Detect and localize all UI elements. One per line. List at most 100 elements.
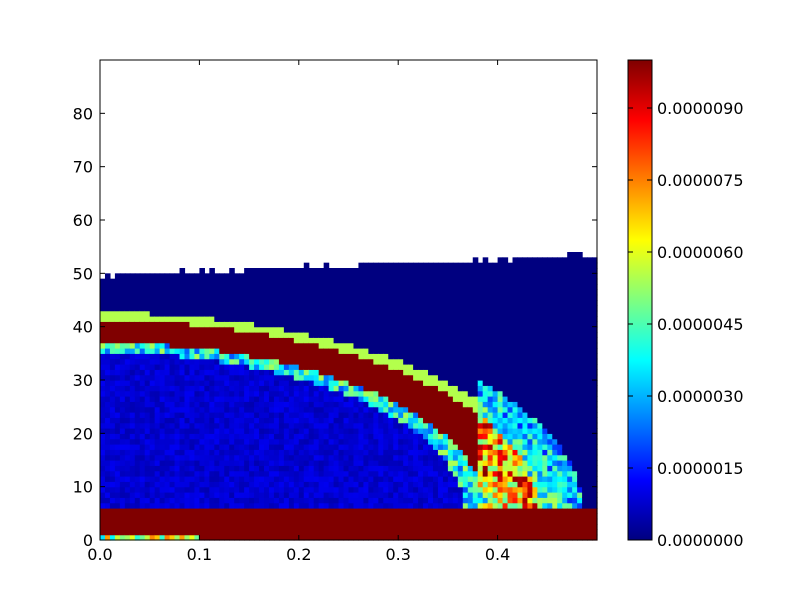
- heatmap-cell: [482, 492, 489, 498]
- heatmap-cell: [114, 310, 121, 317]
- heatmap-cell: [348, 492, 355, 498]
- heatmap-cell: [358, 401, 365, 408]
- heatmap-cell: [114, 305, 121, 312]
- heatmap-cell: [408, 321, 414, 328]
- heatmap-cell: [413, 262, 419, 269]
- heatmap-cell: [239, 465, 245, 472]
- heatmap-cell: [129, 524, 136, 530]
- heatmap-cell: [194, 497, 200, 504]
- heatmap-cell: [472, 342, 479, 349]
- heatmap-cell: [537, 518, 543, 525]
- heatmap-cell: [219, 310, 225, 317]
- heatmap-cell: [139, 385, 146, 392]
- heatmap-cell: [477, 513, 484, 520]
- heatmap-cell: [268, 534, 275, 541]
- heatmap-cell: [303, 444, 310, 450]
- heatmap-cell: [527, 300, 533, 306]
- heatmap-cell: [408, 444, 414, 450]
- heatmap-cell: [532, 513, 538, 520]
- heatmap-cell: [134, 289, 141, 296]
- heatmap-cell: [268, 508, 275, 514]
- heatmap-cell: [492, 273, 499, 280]
- heatmap-cell: [572, 348, 578, 354]
- heatmap-cell: [418, 337, 424, 344]
- heatmap-cell: [348, 476, 355, 482]
- heatmap-cell: [418, 444, 424, 450]
- heatmap-cell: [119, 310, 126, 317]
- heatmap-cell: [129, 364, 136, 370]
- heatmap-cell: [229, 310, 235, 317]
- heatmap-cell: [512, 294, 519, 301]
- heatmap-cell: [124, 449, 131, 456]
- heatmap-cell: [403, 406, 409, 413]
- heatmap-cell: [437, 513, 444, 520]
- heatmap-cell: [129, 300, 136, 306]
- heatmap-cell: [472, 428, 479, 434]
- heatmap-cell: [298, 502, 305, 509]
- heatmap-cell: [139, 273, 146, 280]
- heatmap-cell: [298, 353, 305, 360]
- heatmap-cell: [482, 449, 489, 456]
- heatmap-cell: [413, 289, 419, 296]
- heatmap-cell: [368, 284, 374, 290]
- heatmap-cell: [174, 316, 181, 322]
- heatmap-cell: [298, 476, 305, 482]
- heatmap-cell: [239, 380, 245, 386]
- heatmap-cell: [303, 380, 310, 386]
- heatmap-cell: [343, 268, 350, 274]
- heatmap-cell: [418, 278, 424, 285]
- heatmap-cell: [159, 460, 166, 466]
- heatmap-cell: [577, 449, 583, 456]
- heatmap-cell: [338, 412, 345, 418]
- heatmap-cell: [244, 497, 250, 504]
- heatmap-cell: [577, 417, 583, 424]
- heatmap-cell: [428, 380, 434, 386]
- heatmap-cell: [244, 449, 250, 456]
- heatmap-cell: [348, 305, 355, 312]
- heatmap-cell: [109, 358, 116, 365]
- heatmap-cell: [139, 486, 146, 493]
- heatmap-cell: [462, 262, 469, 269]
- heatmap-cell: [408, 417, 414, 424]
- heatmap-cell: [134, 294, 141, 301]
- heatmap-cell: [447, 470, 454, 477]
- heatmap-cell: [557, 406, 563, 413]
- heatmap-cell: [557, 470, 563, 477]
- heatmap-cell: [363, 305, 369, 312]
- heatmap-cell: [437, 342, 444, 349]
- heatmap-cell: [199, 326, 205, 333]
- heatmap-cell: [204, 481, 210, 488]
- heatmap-cell: [194, 492, 200, 498]
- heatmap-cell: [413, 481, 419, 488]
- heatmap-cell: [343, 486, 350, 493]
- heatmap-cell: [239, 534, 245, 541]
- heatmap-cell: [388, 300, 394, 306]
- heatmap-cell: [562, 348, 568, 354]
- heatmap-cell: [114, 529, 121, 536]
- heatmap-cell: [572, 342, 578, 349]
- heatmap-cell: [109, 401, 116, 408]
- heatmap-cell: [184, 486, 191, 493]
- heatmap-cell: [527, 406, 533, 413]
- heatmap-cell: [164, 449, 171, 456]
- heatmap-cell: [293, 300, 300, 306]
- heatmap-cell: [502, 534, 509, 541]
- heatmap-cell: [149, 476, 156, 482]
- heatmap-cell: [109, 342, 116, 349]
- heatmap-cell: [154, 529, 161, 536]
- heatmap-cell: [408, 364, 414, 370]
- heatmap-cell: [154, 486, 161, 493]
- heatmap-cell: [393, 358, 399, 365]
- heatmap-cell: [273, 465, 280, 472]
- heatmap-cell: [239, 422, 245, 429]
- heatmap-cell: [432, 428, 439, 434]
- heatmap-cell: [398, 534, 404, 541]
- heatmap-cell: [114, 481, 121, 488]
- heatmap-cell: [467, 337, 474, 344]
- heatmap-cell: [313, 481, 320, 488]
- heatmap-cell: [447, 438, 454, 445]
- heatmap-cell: [194, 438, 200, 445]
- heatmap-cell: [437, 412, 444, 418]
- heatmap-cell: [447, 273, 454, 280]
- heatmap-cell: [288, 449, 295, 456]
